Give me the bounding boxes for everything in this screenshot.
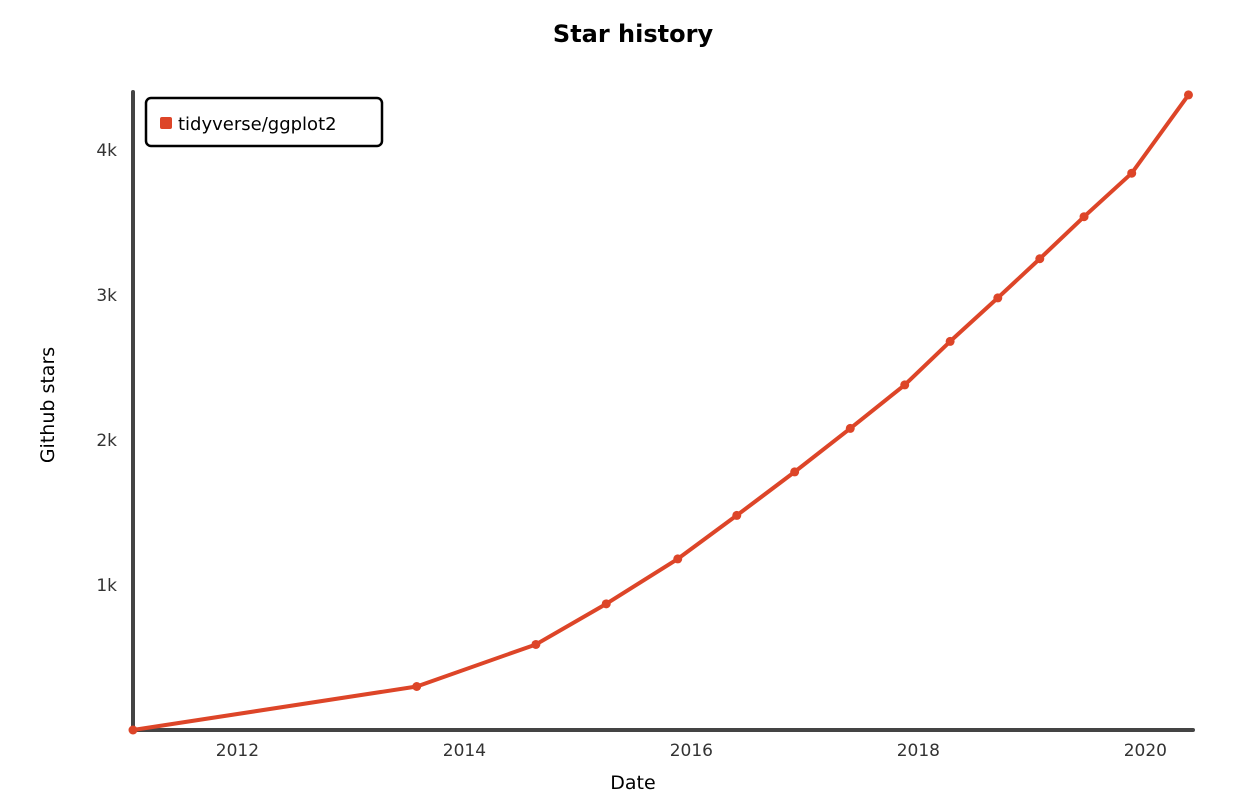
y-tick-label: 1k — [96, 576, 117, 596]
series-line — [131, 92, 1191, 732]
data-point — [531, 639, 541, 649]
data-point — [1079, 212, 1089, 222]
axes — [129, 90, 1195, 734]
x-tick-label: 2018 — [897, 741, 940, 761]
legend-box — [144, 96, 384, 148]
x-tick-labels: 2012 2014 2016 2018 2020 — [216, 741, 1167, 761]
x-tick-label: 2016 — [670, 741, 713, 761]
legend-swatch — [160, 117, 172, 129]
data-point — [732, 510, 742, 520]
x-tick-label: 2020 — [1124, 741, 1167, 761]
y-tick-label: 4k — [96, 141, 117, 161]
data-point — [1183, 90, 1193, 100]
data-point — [1035, 254, 1045, 264]
chart-title: Star history — [553, 20, 714, 48]
series-layer — [128, 90, 1193, 735]
data-point — [845, 423, 855, 433]
data-point — [1127, 168, 1137, 178]
legend-label: tidyverse/ggplot2 — [178, 114, 337, 135]
data-point — [128, 725, 138, 735]
y-tick-labels: 1k 2k 3k 4k — [96, 141, 117, 596]
legend: tidyverse/ggplot2 — [144, 96, 384, 148]
data-point — [790, 467, 800, 477]
x-axis-label: Date — [610, 772, 655, 794]
data-point — [673, 554, 683, 564]
data-point — [900, 380, 910, 390]
x-tick-label: 2012 — [216, 741, 259, 761]
data-point — [601, 599, 611, 609]
data-point — [945, 336, 955, 346]
data-point — [412, 682, 422, 691]
y-tick-label: 2k — [96, 431, 117, 451]
data-point — [993, 293, 1003, 303]
y-tick-label: 3k — [96, 286, 117, 306]
x-tick-label: 2014 — [443, 741, 486, 761]
y-axis-label: Github stars — [37, 347, 59, 463]
